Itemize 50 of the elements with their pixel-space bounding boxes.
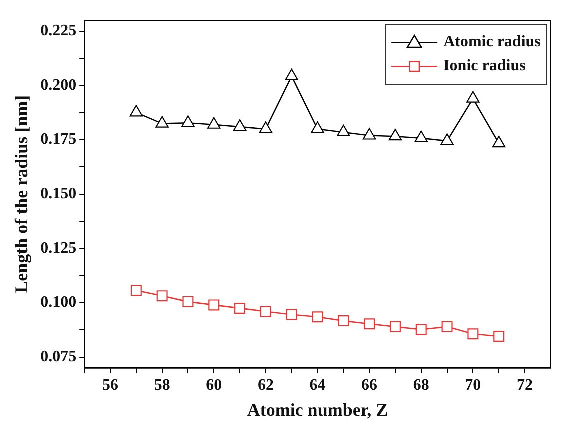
point: [364, 318, 376, 330]
y-tick-label: 0.100: [40, 294, 77, 312]
y-tick-label: 0.125: [40, 240, 77, 257]
legend-label: Atomic radius: [444, 34, 541, 51]
y-tick-label: 0.200: [40, 76, 77, 94]
x-tick-label: 58: [154, 376, 170, 394]
point: [337, 124, 350, 137]
x-tick-label: 70: [465, 376, 482, 394]
point: [440, 134, 454, 146]
point: [233, 120, 247, 132]
point: [312, 312, 324, 323]
x-tick-label: 60: [206, 376, 222, 394]
point: [338, 316, 350, 327]
point: [468, 328, 479, 340]
point: [156, 290, 168, 302]
point: [234, 302, 246, 314]
point: [130, 285, 142, 296]
point: [130, 105, 144, 117]
point: [286, 309, 298, 320]
point: [416, 324, 427, 336]
point: [390, 321, 401, 332]
point: [182, 296, 194, 308]
y-tick-label: 0.150: [40, 186, 77, 203]
point: [414, 130, 428, 142]
point: [362, 128, 376, 140]
x-axis-title: Atomic number, Z: [247, 400, 388, 420]
x-tick-label: 68: [413, 376, 430, 394]
point: [494, 330, 505, 342]
point: [311, 122, 324, 134]
x-tick-label: 66: [362, 376, 378, 394]
x-tick-label: 72: [516, 376, 533, 394]
point: [259, 122, 273, 134]
point: [466, 91, 480, 103]
x-tick-label: 64: [310, 376, 326, 394]
point: [285, 68, 298, 80]
point: [156, 116, 169, 128]
point: [492, 136, 506, 148]
point: [260, 306, 272, 318]
point: [442, 321, 453, 332]
y-tick-label: 0.225: [40, 22, 77, 40]
y-tick-label: 0.075: [40, 348, 77, 366]
x-tick-label: 56: [102, 376, 119, 394]
y-tick-label: 0.175: [40, 131, 77, 148]
legend-label: Ionic radius: [444, 58, 526, 75]
point: [208, 300, 220, 311]
point: [182, 116, 195, 128]
point: [208, 117, 221, 129]
point: [388, 129, 402, 141]
x-tick-label: 62: [258, 376, 274, 394]
y-axis-title: Length of the radius [nm]: [11, 95, 32, 294]
